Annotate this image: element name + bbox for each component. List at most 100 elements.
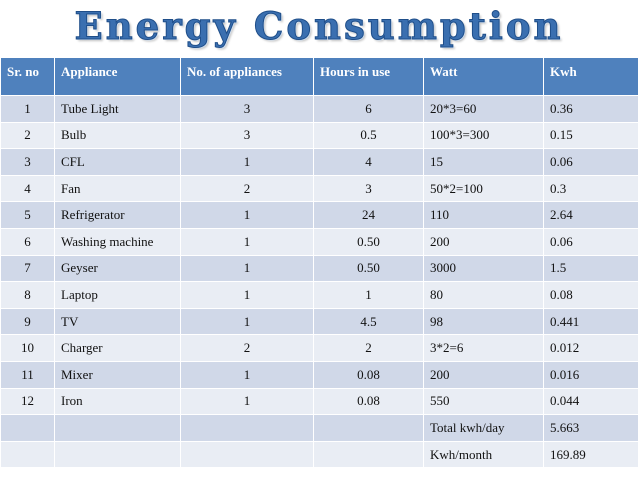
cell-appliance: Washing machine xyxy=(54,227,181,256)
cell-kwh: 0.012 xyxy=(543,334,638,362)
cell-count: 1 xyxy=(180,387,314,416)
cell-watt: 15 xyxy=(423,148,544,176)
cell-hours: 3 xyxy=(313,174,424,203)
cell-hours: 24 xyxy=(313,201,424,229)
cell-kwh: 0.36 xyxy=(543,95,638,123)
cell-appliance: Fan xyxy=(54,174,181,203)
cell-sr-no: 10 xyxy=(0,334,55,362)
cell-count: 1 xyxy=(180,307,314,336)
cell-watt: 550 xyxy=(423,387,544,416)
cell-watt: 50*2=100 xyxy=(423,174,544,203)
cell-count xyxy=(180,440,314,469)
cell-kwh: 0.441 xyxy=(543,307,638,336)
cell-count: 2 xyxy=(180,334,314,362)
cell-sr-no: 11 xyxy=(0,360,55,389)
cell-watt: 110 xyxy=(423,201,544,229)
cell-appliance: Bulb xyxy=(54,121,181,150)
cell-sr-no xyxy=(0,414,55,442)
cell-sr-no: 2 xyxy=(0,121,55,150)
header-count: No. of appliances xyxy=(180,57,314,96)
cell-hours: 0.50 xyxy=(313,254,424,283)
cell-kwh: 1.5 xyxy=(543,254,638,283)
cell-appliance: CFL xyxy=(54,148,181,176)
cell-sr-no: 5 xyxy=(0,201,55,229)
cell-sr-no: 12 xyxy=(0,387,55,416)
table-row: 5 Refrigerator 1 24 110 2.64 xyxy=(0,201,638,229)
cell-appliance: Iron xyxy=(54,387,181,416)
cell-appliance: Refrigerator xyxy=(54,201,181,229)
cell-watt: Kwh/month xyxy=(423,440,544,469)
table-row: 2 Bulb 3 0.5 100*3=300 0.15 xyxy=(0,121,638,150)
cell-count: 1 xyxy=(180,201,314,229)
cell-watt: 3000 xyxy=(423,254,544,283)
cell-sr-no: 1 xyxy=(0,95,55,123)
cell-hours: 6 xyxy=(313,95,424,123)
header-appliance: Appliance xyxy=(54,57,181,96)
cell-kwh: 0.016 xyxy=(543,360,638,389)
cell-count: 3 xyxy=(180,121,314,150)
cell-kwh: 0.06 xyxy=(543,148,638,176)
header-watt: Watt xyxy=(423,57,544,96)
cell-kwh: 2.64 xyxy=(543,201,638,229)
cell-appliance: TV xyxy=(54,307,181,336)
header-hours: Hours in use xyxy=(313,57,424,96)
cell-appliance: Geyser xyxy=(54,254,181,283)
cell-kwh: 0.08 xyxy=(543,281,638,309)
cell-watt: 80 xyxy=(423,281,544,309)
cell-sr-no: 6 xyxy=(0,227,55,256)
cell-appliance xyxy=(54,414,181,442)
cell-hours: 4.5 xyxy=(313,307,424,336)
cell-sr-no xyxy=(0,440,55,469)
cell-hours: 4 xyxy=(313,148,424,176)
cell-watt: 20*3=60 xyxy=(423,95,544,123)
table-row: 11 Mixer 1 0.08 200 0.016 xyxy=(0,360,638,389)
table-row: 6 Washing machine 1 0.50 200 0.06 xyxy=(0,227,638,256)
header-row: Sr. no Appliance No. of appliances Hours… xyxy=(0,57,638,96)
cell-appliance: Mixer xyxy=(54,360,181,389)
cell-hours: 0.5 xyxy=(313,121,424,150)
cell-count: 1 xyxy=(180,148,314,176)
cell-kwh: 0.044 xyxy=(543,387,638,416)
cell-watt: 200 xyxy=(423,360,544,389)
cell-hours xyxy=(313,440,424,469)
table-row: 7 Geyser 1 0.50 3000 1.5 xyxy=(0,254,638,283)
cell-sr-no: 9 xyxy=(0,307,55,336)
table-row: Kwh/month 169.89 xyxy=(0,440,638,469)
cell-count xyxy=(180,414,314,442)
cell-appliance: Tube Light xyxy=(54,95,181,123)
cell-hours: 2 xyxy=(313,334,424,362)
table-row: 12 Iron 1 0.08 550 0.044 xyxy=(0,387,638,416)
cell-kwh: 5.663 xyxy=(543,414,638,442)
slide-title: Energy Consumption xyxy=(74,4,564,49)
table-row: Total kwh/day 5.663 xyxy=(0,414,638,442)
cell-sr-no: 3 xyxy=(0,148,55,176)
cell-sr-no: 7 xyxy=(0,254,55,283)
cell-hours: 0.08 xyxy=(313,360,424,389)
energy-table: Sr. no Appliance No. of appliances Hours… xyxy=(0,57,638,469)
cell-count: 1 xyxy=(180,254,314,283)
cell-appliance xyxy=(54,440,181,469)
header-sr-no: Sr. no xyxy=(0,57,55,96)
table-row: 3 CFL 1 4 15 0.06 xyxy=(0,148,638,176)
cell-count: 2 xyxy=(180,174,314,203)
table-row: 9 TV 1 4.5 98 0.441 xyxy=(0,307,638,336)
cell-hours: 0.50 xyxy=(313,227,424,256)
cell-appliance: Charger xyxy=(54,334,181,362)
cell-watt: Total kwh/day xyxy=(423,414,544,442)
table-row: 4 Fan 2 3 50*2=100 0.3 xyxy=(0,174,638,203)
cell-count: 1 xyxy=(180,227,314,256)
cell-hours: 0.08 xyxy=(313,387,424,416)
cell-count: 1 xyxy=(180,360,314,389)
cell-appliance: Laptop xyxy=(54,281,181,309)
cell-sr-no: 8 xyxy=(0,281,55,309)
table-row: 10 Charger 2 2 3*2=6 0.012 xyxy=(0,334,638,362)
cell-kwh: 0.06 xyxy=(543,227,638,256)
table-row: 1 Tube Light 3 6 20*3=60 0.36 xyxy=(0,95,638,123)
cell-sr-no: 4 xyxy=(0,174,55,203)
cell-watt: 200 xyxy=(423,227,544,256)
cell-watt: 3*2=6 xyxy=(423,334,544,362)
cell-watt: 100*3=300 xyxy=(423,121,544,150)
cell-kwh: 0.15 xyxy=(543,121,638,150)
cell-count: 1 xyxy=(180,281,314,309)
cell-hours xyxy=(313,414,424,442)
